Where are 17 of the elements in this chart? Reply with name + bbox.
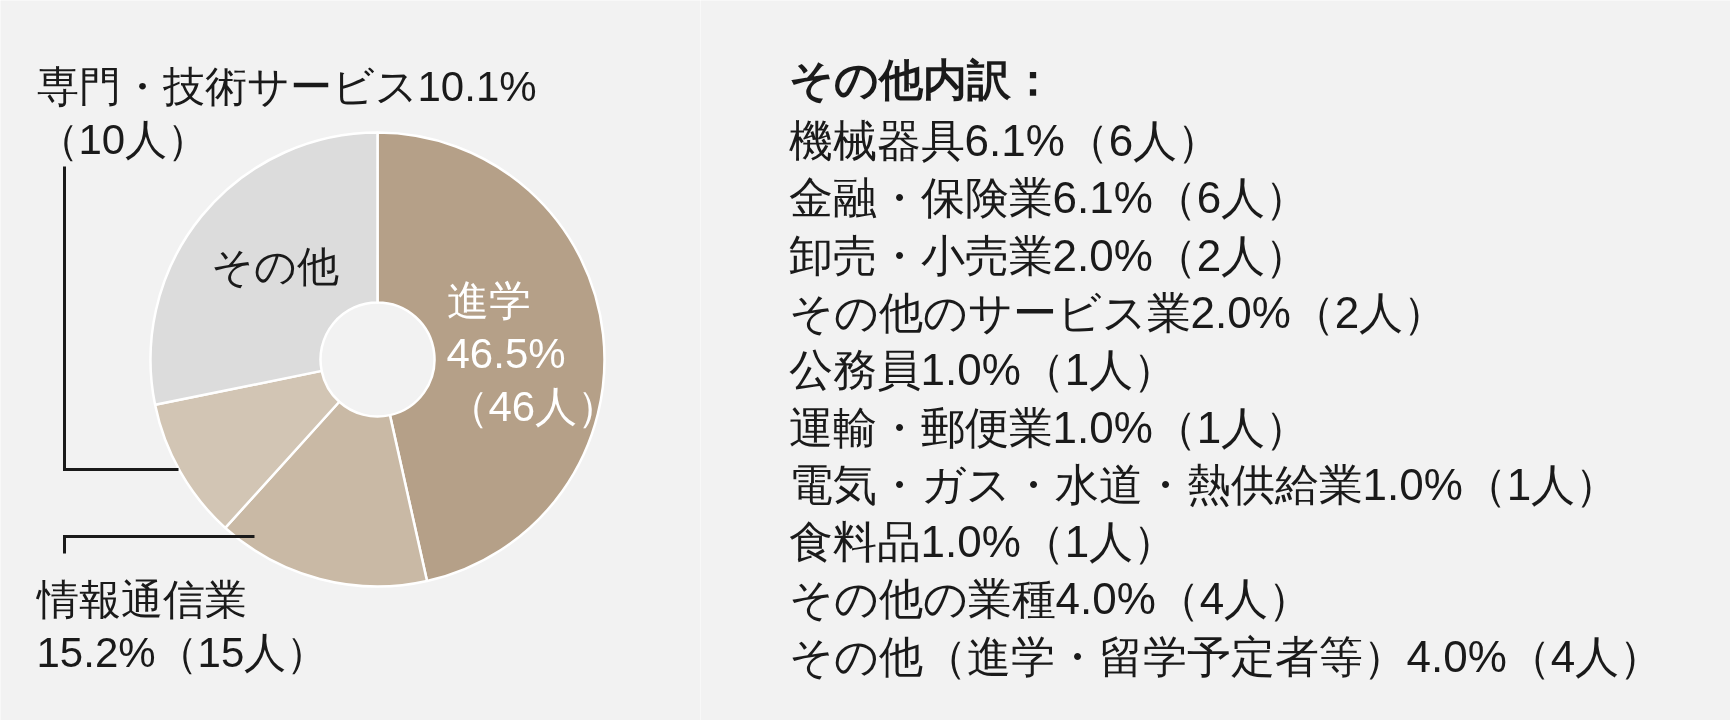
- text: 電気・ガス・水道・熱供給業1.0%（1人）: [788, 459, 1620, 509]
- slice-label: その他: [210, 243, 339, 290]
- data-label: 46.5% （46人）: [446, 330, 620, 430]
- data-label: 15.2%（15人）: [36, 629, 329, 676]
- text: 卸売・小売業2.0%（2人）: [788, 230, 1310, 280]
- text: 金融・保険業6.1%（6人）: [788, 173, 1310, 223]
- text: 運輸・郵便業1.0%（1人）: [788, 402, 1310, 452]
- text: その他のサービス業2.0%（2人）: [788, 287, 1448, 337]
- text: 公務員1.0%（1人）: [788, 345, 1178, 395]
- text: その他（進学・留学予定者等）4.0%（4人）: [788, 631, 1664, 681]
- slice-label: 専門・技術サービス10.1% （10人）: [36, 63, 537, 163]
- slice-label: 情報通信業: [34, 576, 247, 623]
- text: 機械器具6.1%（6人）: [788, 116, 1222, 165]
- text: その他内訳：: [788, 55, 1055, 104]
- text: 食料品1.0%（1人）: [788, 517, 1178, 567]
- text: その他の業種4.0%（4人）: [788, 574, 1313, 624]
- slice-label: 進学: [446, 277, 531, 324]
